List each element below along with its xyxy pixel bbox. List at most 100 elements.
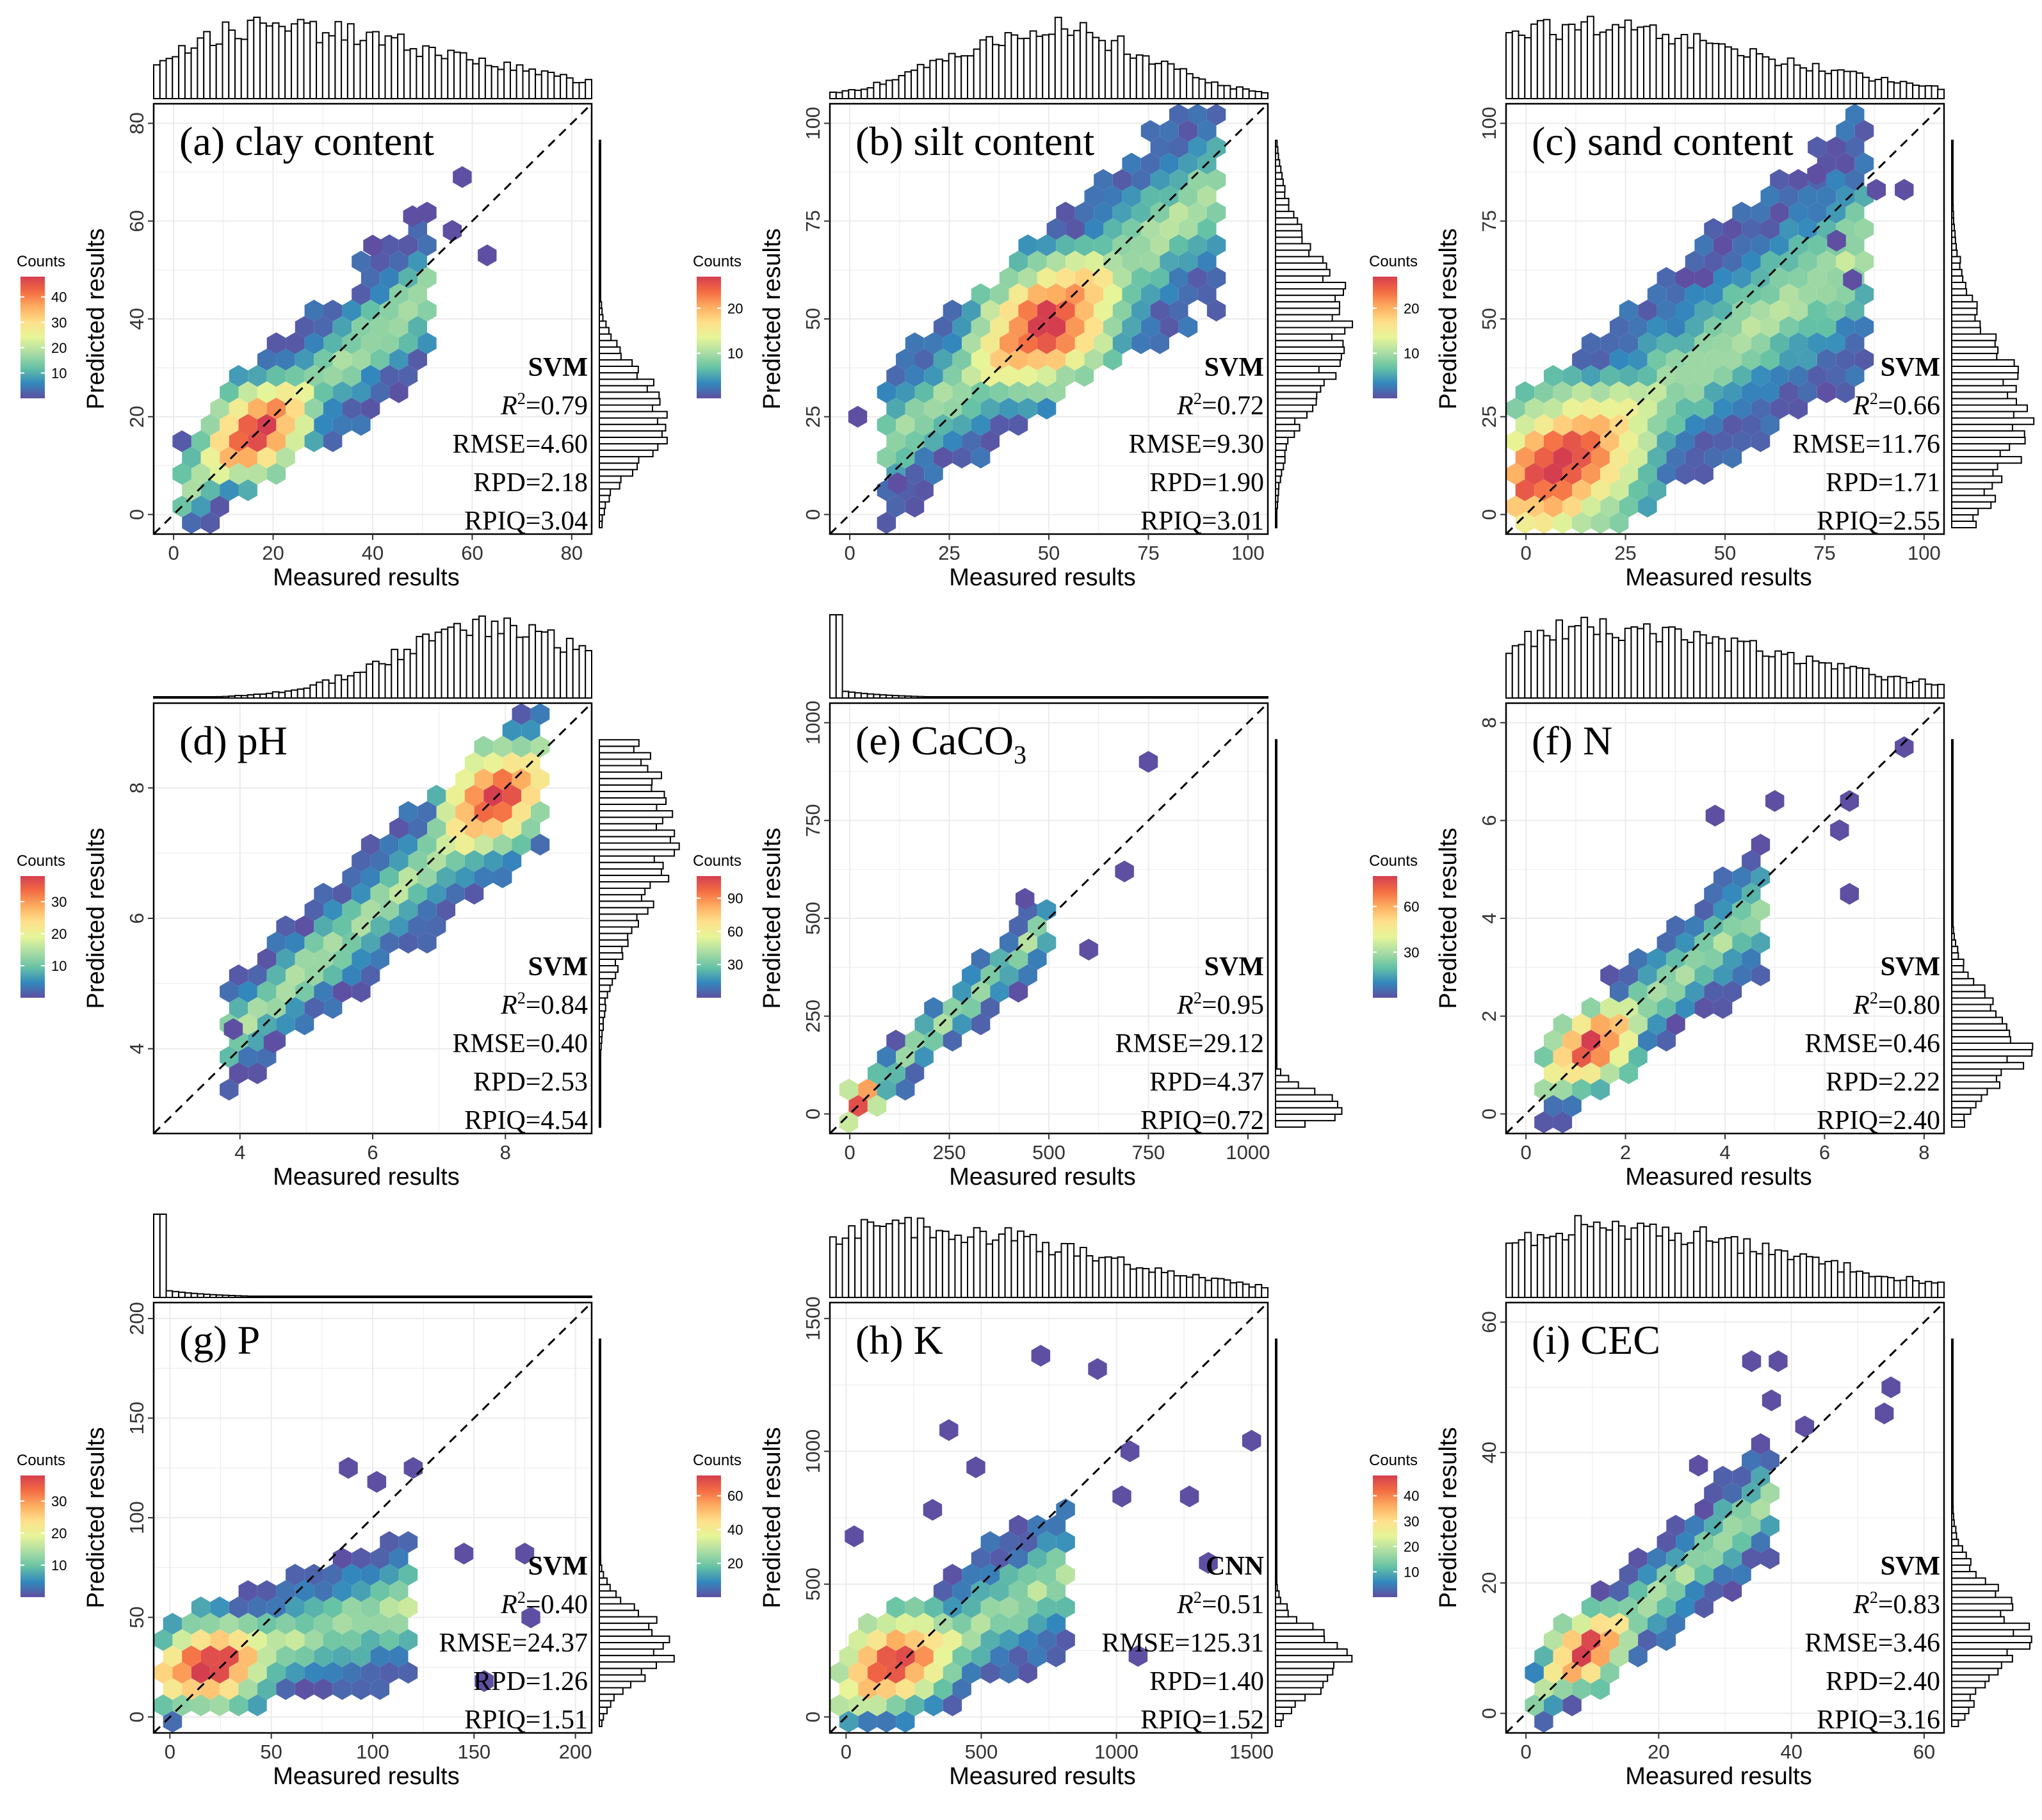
histogram-bar — [1275, 1075, 1290, 1083]
hexbin-cell — [370, 882, 390, 905]
hexbin-cell — [398, 300, 418, 321]
hexbin-cell — [1657, 430, 1676, 452]
hexbin-cell — [914, 1678, 934, 1700]
hexbin-cell — [1704, 250, 1723, 273]
histogram-bar — [1275, 346, 1345, 354]
hexbin-cell — [886, 1062, 905, 1084]
histogram-bar — [599, 849, 676, 857]
hexbin-cell — [1704, 1482, 1723, 1504]
histogram-bar — [599, 1487, 601, 1495]
histogram-bar — [1624, 628, 1632, 699]
histogram-bar — [1275, 1538, 1277, 1547]
histogram-bar — [1275, 320, 1354, 329]
colorbar-tick-label: 20 — [1404, 300, 1419, 316]
histogram-bar — [848, 1225, 856, 1298]
stat-r2-value: 0.80 — [1893, 991, 1941, 1020]
histogram-bar — [565, 77, 574, 99]
hexbin-cell — [1713, 1531, 1733, 1553]
histogram-bar — [1275, 333, 1333, 341]
hexbin-cell — [980, 1629, 1000, 1651]
hexbin-cell — [304, 1629, 323, 1651]
hexbin-cell — [1206, 202, 1226, 223]
histogram-bar — [353, 44, 361, 99]
hexbin-cell — [924, 398, 943, 419]
histogram-bar — [1951, 1557, 1972, 1566]
histogram-bar — [1580, 617, 1589, 699]
hexbin-cell — [361, 267, 380, 289]
hexbin-cell — [1619, 1597, 1639, 1618]
hexbin-cell — [1206, 300, 1226, 321]
y-tick-label: 60 — [1478, 1311, 1500, 1333]
histogram-bar — [1849, 665, 1858, 699]
histogram-bar — [599, 1383, 601, 1392]
hexbin-cell — [427, 817, 446, 840]
hexbin-cell — [1122, 152, 1141, 175]
histogram-bar — [599, 494, 610, 503]
histogram-bar — [599, 184, 601, 193]
stat-rmse: RMSE=24.37 — [439, 1629, 588, 1658]
stat-r2-symbol: R — [500, 1590, 517, 1620]
histogram-bar — [599, 1648, 654, 1657]
hexbin-cell — [1056, 332, 1075, 354]
hexbin-cell — [398, 234, 418, 256]
hexbin-cell — [200, 1613, 220, 1635]
hexbin-cell — [1046, 348, 1066, 371]
histogram-bar — [599, 249, 601, 257]
hexbin-cell — [1591, 1013, 1610, 1036]
hexbin-cell — [398, 1564, 418, 1586]
hexbin-cell — [389, 348, 409, 371]
hexbin-cell — [924, 1662, 943, 1684]
histogram-bar — [973, 696, 981, 699]
stat-rmse: RMSE=0.40 — [452, 1029, 588, 1059]
histogram-bar — [1511, 30, 1519, 99]
hexbin-cell — [474, 866, 493, 888]
hexbin-cell — [1169, 267, 1188, 289]
histogram-bar — [1951, 1519, 1955, 1527]
histogram-bar — [1951, 178, 1954, 186]
hexbin-cell — [323, 365, 343, 387]
panel-title-text: (h) K — [855, 1317, 943, 1363]
hexbin-cell — [905, 1694, 925, 1716]
histogram-bar — [599, 861, 664, 870]
histogram-bar — [247, 1296, 255, 1298]
hexbin-cell — [323, 899, 343, 921]
stat-r2-prefix: = — [526, 391, 541, 421]
hexbin-cell — [286, 398, 305, 419]
histogram-bar — [1887, 1277, 1895, 1298]
stat-rmse: RMSE=29.12 — [1115, 1029, 1264, 1059]
hexbin-cell — [398, 866, 418, 888]
hexbin-cell — [342, 1629, 361, 1651]
hexbin-cell — [220, 414, 239, 436]
histogram-bar — [1142, 55, 1150, 99]
hexbin-cell — [1779, 316, 1799, 338]
hexbin-cell — [380, 1597, 399, 1618]
hexbin-cell — [962, 332, 981, 354]
histogram-bar — [1275, 378, 1325, 387]
histogram-bar — [1793, 1255, 1801, 1299]
histogram-bar — [309, 1296, 318, 1298]
histogram-bar — [599, 1571, 604, 1579]
hexbin-cell — [1018, 1564, 1037, 1586]
one-to-one-line — [1505, 1301, 1945, 1734]
histogram-bar — [1275, 1648, 1348, 1657]
hexbin-cell — [952, 1580, 971, 1602]
histogram-bar — [1275, 991, 1277, 999]
histogram-bar — [1167, 696, 1175, 699]
hexbin-cell — [1553, 479, 1573, 501]
hexbin-cell — [248, 1062, 267, 1084]
outlier-cell — [403, 205, 422, 227]
histogram-bar — [599, 230, 601, 238]
hexbin-cell — [1000, 365, 1019, 387]
hexbin-cell — [1572, 1046, 1591, 1068]
histogram-bar — [1110, 40, 1119, 99]
histogram-bar — [515, 64, 524, 99]
histogram-bar — [1236, 86, 1244, 100]
histogram-bar — [422, 633, 430, 699]
hexbin-cell — [1543, 1030, 1563, 1052]
histogram-bar — [1229, 88, 1238, 99]
hexbin-cell — [1788, 398, 1808, 419]
hexbin-cell — [962, 964, 981, 986]
hexbin-cell — [1009, 915, 1028, 938]
right-histogram — [599, 739, 680, 1128]
hexbin-cell — [1713, 430, 1733, 452]
